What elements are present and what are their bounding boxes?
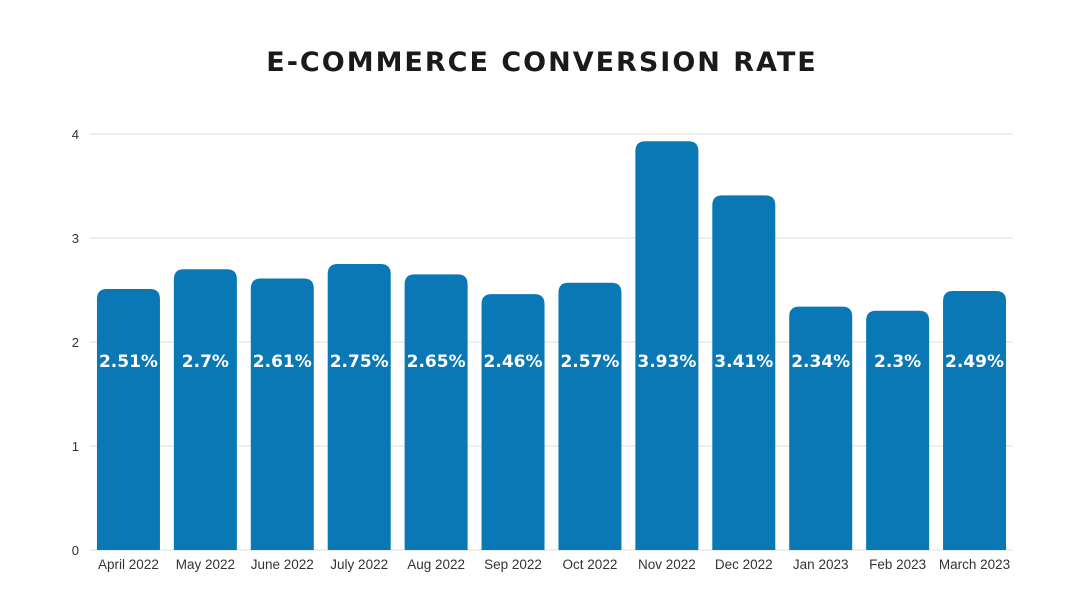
bar [635,141,699,550]
bar [943,291,1007,550]
chart-title: E-COMMERCE CONVERSION RATE [266,47,817,78]
data-label: 2.61% [253,352,312,372]
y-tick-label: 2 [72,335,79,350]
x-tick-label: Nov 2022 [638,557,696,572]
x-tick-label: Sep 2022 [484,557,542,572]
x-axis-categories: April 2022 May 2022 June 2022 July 2022 Aug … [98,557,1010,572]
data-label: 2.46% [484,352,543,372]
bars [96,141,1007,551]
data-label: 2.65% [407,352,466,372]
x-tick-label: Dec 2022 [715,557,773,572]
data-label: 2.34% [791,352,850,372]
bar [96,288,160,550]
bar [404,274,468,550]
data-label: 2.51% [99,352,158,372]
x-tick-label: Feb 2023 [869,557,926,572]
bar [789,306,853,550]
data-label: 2.75% [330,352,389,372]
data-label: 3.93% [637,352,696,372]
y-tick-label: 3 [72,231,79,246]
data-label: 2.7% [182,352,229,372]
data-label: 3.41% [714,352,773,372]
y-tick-label: 4 [72,127,79,142]
bar [866,310,930,550]
x-tick-label: April 2022 [98,557,159,572]
data-label: 2.49% [945,352,1004,372]
x-tick-label: Jan 2023 [793,557,849,572]
bar [712,195,776,551]
bar [327,264,391,550]
x-tick-label: Oct 2022 [563,557,618,572]
x-tick-label: June 2022 [251,557,314,572]
y-tick-label: 0 [72,543,79,558]
bar [481,294,545,550]
x-tick-label: March 2023 [939,557,1010,572]
y-axis-ticks: 0 1 2 3 4 [72,127,79,558]
bar [558,282,622,550]
data-label: 2.3% [874,352,921,372]
bar [250,278,314,550]
gridlines [90,133,1013,551]
y-tick-label: 1 [72,439,79,454]
x-tick-label: Aug 2022 [407,557,465,572]
x-tick-label: May 2022 [176,557,235,572]
bar [173,269,237,550]
data-label: 2.57% [560,352,619,372]
x-tick-label: July 2022 [330,557,388,572]
data-labels: 2.51% 2.7% 2.61% 2.75% 2.65% 2.46% 2.57% 3.93% 3… [99,352,1004,372]
